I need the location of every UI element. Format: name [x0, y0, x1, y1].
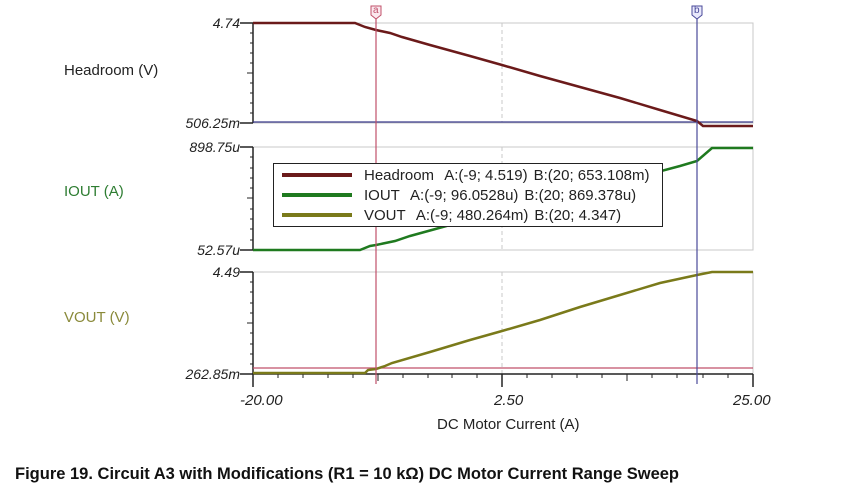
- iout-axis-title-text: IOUT (A): [64, 183, 124, 200]
- x-tick-min: -20.00: [240, 392, 283, 409]
- iout-axis-title: IOUT (A): [64, 183, 124, 200]
- vout-ymin-label: 262.85m: [185, 366, 240, 382]
- figure-caption: Figure 19. Circuit A3 with Modifications…: [15, 465, 680, 483]
- x-tick-mid: 2.50: [494, 392, 524, 409]
- vout-axis-title-text: VOUT (V): [64, 309, 130, 326]
- legend-b-value: B:(20; 869.378u): [524, 186, 637, 204]
- legend-item-headroom: Headroom A:(-9; 4.519) B:(20; 653.108m): [282, 165, 656, 185]
- x-tick-max: 25.00: [733, 392, 771, 409]
- vout-trace: [253, 270, 753, 375]
- legend-b-value: B:(20; 4.347): [534, 206, 622, 224]
- iout-ymin-label: 52.57u: [197, 242, 240, 258]
- headroom-ymin-label: 506.25m: [185, 115, 240, 131]
- cursor-b[interactable]: [691, 5, 703, 384]
- legend-name: Headroom: [364, 166, 435, 184]
- x-axis-title: DC Motor Current (A): [437, 416, 580, 433]
- headroom-swatch-icon: [282, 173, 352, 177]
- iout-ymax-label: 898.75u: [189, 139, 240, 155]
- cursor-b-label: b: [694, 5, 700, 16]
- vout-swatch-icon: [282, 213, 352, 217]
- x-minor-ticks: [277, 374, 729, 381]
- iout-swatch-icon: [282, 193, 352, 197]
- cursor-a-label: a: [373, 5, 379, 16]
- legend-name: IOUT: [364, 186, 400, 204]
- y-minor-ticks: [247, 32, 253, 365]
- headroom-axis-title-text: Headroom (V): [64, 62, 159, 79]
- legend-item-iout: IOUT A:(-9; 96.0528u) B:(20; 869.378u): [282, 185, 656, 205]
- legend-a-value: A:(-9; 480.264m): [415, 206, 529, 224]
- legend-a-value: A:(-9; 96.0528u): [410, 186, 519, 204]
- legend-name: VOUT: [364, 206, 406, 224]
- vout-axis-title: VOUT (V): [64, 309, 130, 326]
- headroom-axis-title: Headroom (V): [64, 62, 158, 79]
- legend-b-value: B:(20; 653.108m): [533, 166, 650, 184]
- legend-a-value: A:(-9; 4.519): [444, 166, 528, 184]
- headroom-trace: [253, 21, 753, 128]
- vout-ymax-label: 4.49: [212, 264, 240, 280]
- legend-item-vout: VOUT A:(-9; 480.264m) B:(20; 4.347): [282, 205, 656, 225]
- chart-legend: Headroom A:(-9; 4.519) B:(20; 653.108m) I…: [273, 163, 663, 227]
- headroom-ymax-label: 4.74: [212, 15, 240, 31]
